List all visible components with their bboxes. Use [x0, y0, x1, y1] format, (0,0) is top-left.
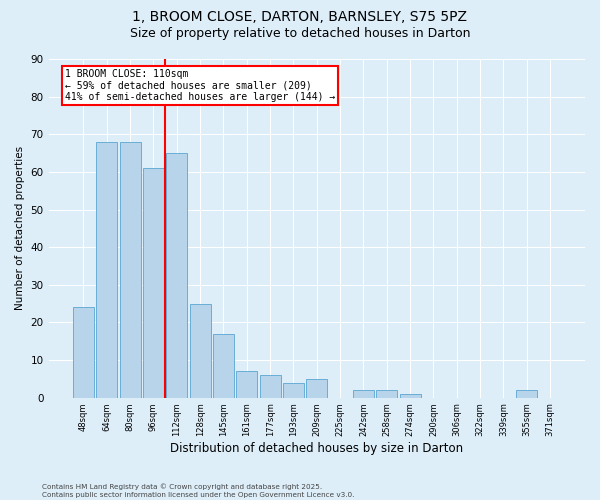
Text: Contains HM Land Registry data © Crown copyright and database right 2025.
Contai: Contains HM Land Registry data © Crown c…: [42, 484, 355, 498]
Bar: [376, 390, 397, 398]
Bar: [306, 379, 327, 398]
Bar: [73, 308, 94, 398]
Bar: [516, 390, 537, 398]
Bar: [236, 372, 257, 398]
Bar: [96, 142, 117, 398]
Bar: [400, 394, 421, 398]
Bar: [283, 382, 304, 398]
Text: 1 BROOM CLOSE: 110sqm
← 59% of detached houses are smaller (209)
41% of semi-det: 1 BROOM CLOSE: 110sqm ← 59% of detached …: [65, 69, 335, 102]
Bar: [190, 304, 211, 398]
Bar: [119, 142, 140, 398]
Text: Size of property relative to detached houses in Darton: Size of property relative to detached ho…: [130, 28, 470, 40]
Bar: [166, 153, 187, 398]
Text: 1, BROOM CLOSE, DARTON, BARNSLEY, S75 5PZ: 1, BROOM CLOSE, DARTON, BARNSLEY, S75 5P…: [133, 10, 467, 24]
Y-axis label: Number of detached properties: Number of detached properties: [15, 146, 25, 310]
Bar: [143, 168, 164, 398]
X-axis label: Distribution of detached houses by size in Darton: Distribution of detached houses by size …: [170, 442, 463, 455]
Bar: [213, 334, 234, 398]
Bar: [260, 375, 281, 398]
Bar: [353, 390, 374, 398]
